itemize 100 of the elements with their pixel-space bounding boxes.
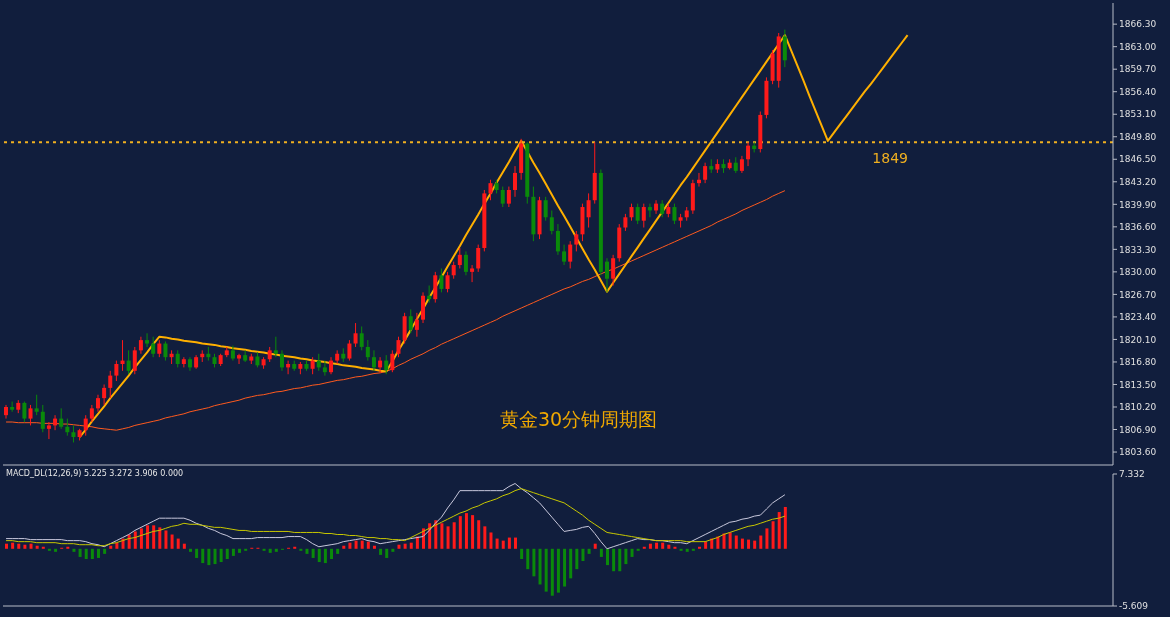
bar <box>78 548 82 557</box>
bar <box>446 526 450 549</box>
bar <box>501 540 505 549</box>
bar <box>299 548 303 551</box>
bar <box>323 548 327 564</box>
candlestick <box>611 254 616 287</box>
candlestick <box>408 308 413 334</box>
bar <box>225 548 229 559</box>
bar <box>452 522 456 549</box>
y-tick-label: 1833.30 <box>1119 244 1157 255</box>
y-tick-label: -5.609 <box>1119 601 1149 612</box>
candlestick <box>359 325 364 351</box>
ref-line-label: 1849 <box>872 150 908 167</box>
bar <box>72 548 76 552</box>
candlestick <box>28 404 33 426</box>
bar <box>182 543 186 549</box>
bar <box>139 528 143 549</box>
y-tick-label: 1826.70 <box>1119 289 1157 300</box>
candlestick <box>549 209 554 235</box>
bar <box>311 548 315 558</box>
annotation: 黄金30分钟周期图 <box>500 407 658 432</box>
bar <box>618 548 622 572</box>
candlestick <box>145 332 150 348</box>
bar <box>556 548 560 593</box>
candlestick <box>513 165 518 198</box>
y-tick-label: 1839.90 <box>1119 199 1157 210</box>
candlestick <box>132 346 137 375</box>
bar <box>84 548 88 559</box>
candlestick <box>83 414 88 437</box>
bar <box>293 546 297 549</box>
candlestick <box>586 192 591 229</box>
bar <box>274 548 278 552</box>
candlestick <box>347 339 352 362</box>
bar <box>783 506 787 549</box>
candlestick <box>22 401 27 423</box>
bar <box>213 548 217 565</box>
candlestick <box>488 179 493 201</box>
bar <box>231 548 235 556</box>
bar <box>336 548 340 554</box>
bar <box>440 523 444 549</box>
candlestick <box>782 29 787 68</box>
bar <box>612 548 616 572</box>
candlestick <box>439 267 444 293</box>
bar <box>195 548 199 558</box>
candlestick <box>384 354 389 375</box>
bar <box>661 542 665 549</box>
bar <box>238 548 242 553</box>
bar <box>109 545 113 549</box>
bar <box>636 548 640 551</box>
y-tick-label: 7.332 <box>1119 469 1145 480</box>
bar <box>704 541 708 549</box>
bar <box>587 548 591 554</box>
bar <box>379 548 383 555</box>
candlestick <box>273 336 278 358</box>
y-tick-label: 1820.10 <box>1119 334 1157 345</box>
bar <box>330 548 334 559</box>
candlestick <box>562 244 567 266</box>
bar <box>507 537 511 549</box>
candlestick <box>108 370 113 399</box>
bar <box>372 545 376 549</box>
bar <box>648 543 652 549</box>
bar <box>759 535 763 549</box>
candlestick <box>371 349 376 372</box>
line-series <box>78 34 909 439</box>
bar <box>667 544 671 549</box>
bar <box>188 548 192 552</box>
candlestick <box>604 257 609 293</box>
candlestick <box>402 312 407 345</box>
bar <box>520 548 524 559</box>
y-tick-label: 1803.60 <box>1119 447 1157 458</box>
bar <box>544 548 548 592</box>
y-tick-label: 1810.20 <box>1119 402 1157 413</box>
bar <box>397 544 401 549</box>
bar <box>41 546 45 549</box>
bar <box>605 548 609 566</box>
bar <box>366 541 370 549</box>
y-tick-label: 1846.50 <box>1119 154 1157 165</box>
bar <box>47 548 51 551</box>
candlestick <box>506 186 511 208</box>
candlestick <box>126 349 131 375</box>
bar <box>115 542 119 549</box>
bar <box>569 548 573 579</box>
bar <box>734 535 738 549</box>
bar <box>526 548 530 570</box>
bar <box>673 546 677 549</box>
y-tick-label: 1866.30 <box>1119 19 1157 30</box>
bar <box>23 544 27 549</box>
bar <box>90 548 94 559</box>
y-tick-label: 1853.10 <box>1119 109 1157 120</box>
bar <box>268 548 272 553</box>
candlestick <box>574 230 579 252</box>
bar <box>691 548 695 551</box>
candlestick <box>365 339 370 362</box>
candlestick <box>10 401 15 413</box>
bar <box>176 538 180 549</box>
bar <box>305 548 309 554</box>
candlestick <box>59 407 64 430</box>
bar <box>599 548 603 557</box>
bar <box>170 534 174 549</box>
y-tick-label: 1859.70 <box>1119 64 1157 75</box>
